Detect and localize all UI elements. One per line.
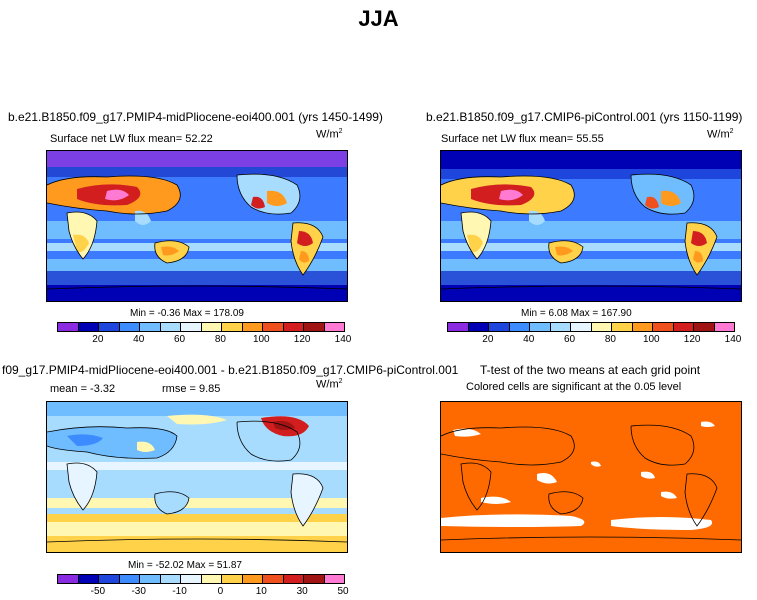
map-field	[47, 402, 347, 552]
figure-title: JJA	[358, 6, 399, 31]
map-ttest	[440, 401, 742, 553]
panel-title-picontrol: b.e21.B1850.f09_g17.CMIP6-piControl.001 …	[426, 110, 743, 124]
colorbar-swatch	[242, 575, 263, 583]
colorbar-tick-label: 0	[217, 586, 224, 597]
colorbar-swatch	[714, 323, 734, 331]
panel-title-difference: f09_g17.PMIP4-midPliocene-eoi400.001 - b…	[2, 363, 459, 377]
map-picontrol	[440, 150, 742, 302]
colorbar-tick-label: 60	[174, 334, 186, 345]
colorbar-tick-label: 140	[334, 334, 352, 345]
colorbar-swatch	[222, 323, 243, 331]
colorbar-swatch	[201, 575, 222, 583]
colorbar-swatch	[591, 323, 612, 331]
map-field	[47, 151, 347, 301]
colorbar-tick-label: -10	[172, 586, 187, 597]
colorbar-tick-label: 30	[296, 586, 308, 597]
colorbar-swatch	[632, 323, 653, 331]
colorbar-swatch	[324, 323, 344, 331]
colorbar-swatch	[160, 323, 181, 331]
colorbar-tick-label: 120	[293, 334, 311, 345]
colorbar-tick-label: 80	[604, 334, 616, 345]
colorbar-tick-label: -30	[131, 586, 146, 597]
colorbar-tick-label: 10	[255, 586, 267, 597]
colorbar-swatch	[58, 575, 79, 583]
colorbar-swatch	[263, 323, 284, 331]
panel-subtitle-picontrol: Surface net LW flux mean= 55.55	[441, 133, 604, 145]
colorbar-swatch	[222, 575, 243, 583]
colorbar-swatch	[140, 575, 161, 583]
colorbar-labels-absolute-right: 20 40 60 80 100 120 140	[447, 334, 741, 346]
colorbar-swatch	[509, 323, 530, 331]
colorbar-absolute-right	[447, 322, 735, 332]
colorbar-tick-label: 100	[252, 334, 270, 345]
colorbar-tick-label: 120	[683, 334, 701, 345]
colorbar-swatch	[283, 575, 304, 583]
colorbar-swatch	[119, 575, 140, 583]
colorbar-swatch	[201, 323, 222, 331]
colorbar-tick-label: 50	[337, 586, 349, 597]
units-label: W/m2	[316, 128, 343, 141]
panel-subtitle-mean: mean = -3.32	[50, 383, 116, 395]
colorbar-tick-label: 40	[133, 334, 145, 345]
colorbar-swatch	[550, 323, 571, 331]
colorbar-swatch	[181, 575, 202, 583]
map-midpliocene	[46, 150, 348, 302]
colorbar-swatch	[324, 575, 344, 583]
colorbar-swatch	[653, 323, 674, 331]
colorbar-swatch	[242, 323, 263, 331]
units-label: W/m2	[707, 128, 734, 141]
colorbar-tick-label: 40	[523, 334, 535, 345]
colorbar-tick-label: -50	[90, 586, 106, 597]
colorbar-swatch	[140, 323, 161, 331]
colorbar-swatch	[694, 323, 715, 331]
colorbar-tick-label: 20	[92, 334, 104, 345]
panel-minmax-difference: Min = -52.02 Max = 51.87	[128, 560, 242, 571]
panel-minmax-midpliocene: Min = -0.36 Max = 178.09	[130, 308, 244, 319]
colorbar-swatch	[304, 323, 325, 331]
panel-subtitle-midpliocene: Surface net LW flux mean= 52.22	[50, 133, 213, 145]
panel-subtitle-ttest: Colored cells are significant at the 0.0…	[466, 381, 682, 393]
colorbar-difference	[57, 574, 345, 584]
colorbar-swatch	[530, 323, 551, 331]
colorbar-swatch	[489, 323, 510, 331]
colorbar-tick-label: 20	[482, 334, 494, 345]
colorbar-tick-label: 100	[642, 334, 660, 345]
panel-minmax-picontrol: Min = 6.08 Max = 167.90	[521, 308, 632, 319]
units-label: W/m2	[316, 378, 343, 391]
colorbar-tick-label: 80	[214, 334, 226, 345]
colorbar-tick-label: 140	[724, 334, 742, 345]
colorbar-swatch	[160, 575, 181, 583]
colorbar-swatch	[283, 323, 304, 331]
colorbar-swatch	[99, 323, 120, 331]
panel-title-midpliocene: b.e21.B1850.f09_g17.PMIP4-midPliocene-eo…	[8, 110, 383, 124]
colorbar-swatch	[468, 323, 489, 331]
panel-title-ttest: T-test of the two means at each grid poi…	[480, 363, 701, 377]
colorbar-swatch	[263, 575, 284, 583]
panel-subtitle-rmse: rmse = 9.85	[162, 383, 221, 395]
map-field	[441, 151, 741, 301]
colorbar-swatch	[612, 323, 633, 331]
colorbar-swatch	[119, 323, 140, 331]
colorbar-swatch	[304, 575, 325, 583]
colorbar-swatch	[673, 323, 694, 331]
colorbar-swatch	[571, 323, 592, 331]
colorbar-labels-absolute-left: 20 40 60 80 100 120 140	[57, 334, 351, 346]
colorbar-swatch	[78, 323, 99, 331]
map-difference	[46, 401, 348, 553]
colorbar-swatch	[181, 323, 202, 331]
colorbar-swatch	[448, 323, 469, 331]
colorbar-swatch	[58, 323, 79, 331]
colorbar-swatch	[99, 575, 120, 583]
map-field	[441, 402, 741, 552]
colorbar-swatch	[78, 575, 99, 583]
colorbar-labels-difference: -50 -30 -10 0 10 30 50	[57, 586, 349, 598]
colorbar-tick-label: 60	[564, 334, 576, 345]
colorbar-absolute-left	[57, 322, 345, 332]
